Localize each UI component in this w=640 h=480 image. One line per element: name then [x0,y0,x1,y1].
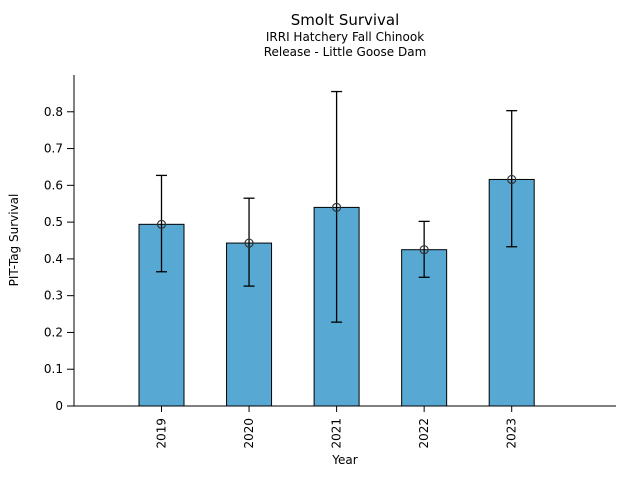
point-marker [419,245,429,255]
y-tick-label: 0.1 [44,362,63,376]
y-tick-label: 0.6 [44,178,63,192]
point-marker [156,219,167,229]
chart-title: Smolt Survival [290,11,400,29]
chart-subtitle-line2: Release - Little Goose Dam [263,45,427,59]
y-tick-label: 0.7 [44,142,63,156]
x-tick-label: 2019 [155,418,169,449]
x-tick-label: 2020 [242,418,256,449]
y-tick-label: 0 [55,399,63,413]
y-tick-label: 0.5 [44,215,63,229]
point-marker [507,174,517,185]
chart-subtitle-line1: IRRI Hatchery Fall Chinook [265,30,425,44]
y-tick-label: 0.3 [44,289,63,303]
y-tick-label: 0.8 [44,105,63,119]
x-axis-label: Year [332,453,358,467]
point-marker [332,202,342,212]
y-tick-label: 0.2 [44,325,63,339]
x-tick-label: 2023 [505,418,519,449]
y-tick-label: 0.4 [44,252,63,266]
x-tick-label: 2022 [417,418,431,449]
point-marker [244,238,254,248]
x-tick-label: 2021 [330,418,344,449]
